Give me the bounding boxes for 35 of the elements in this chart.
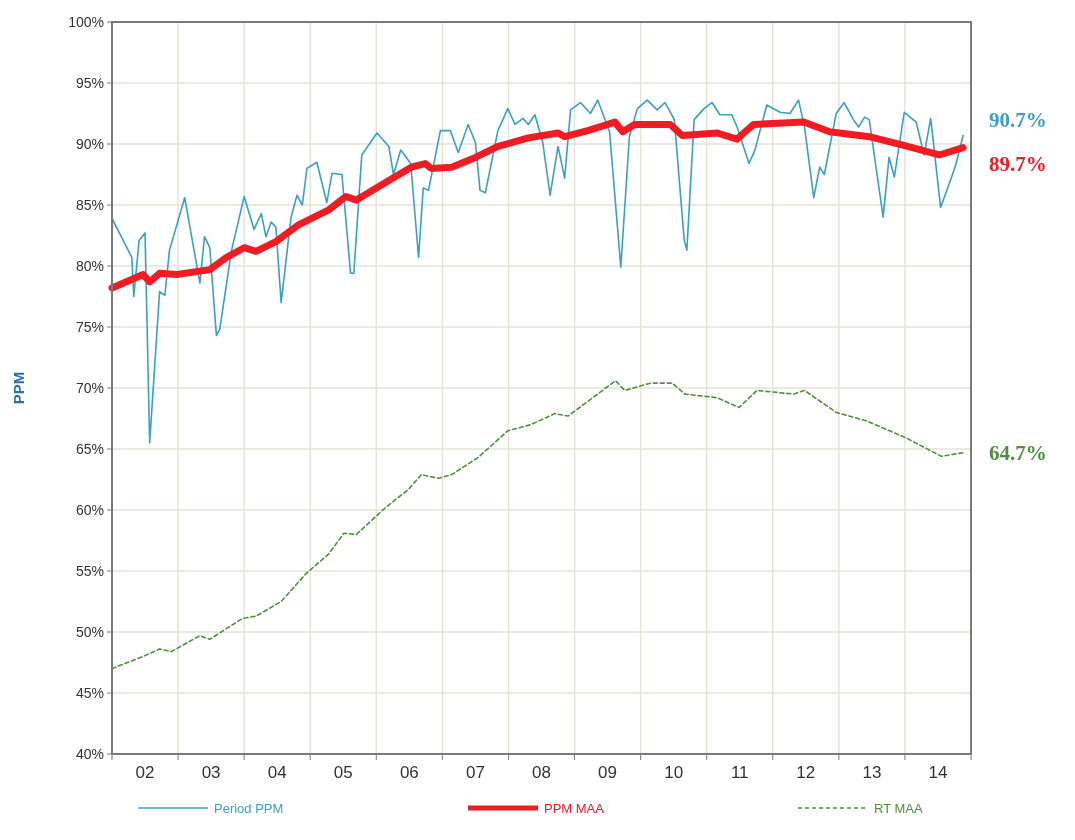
- data-label: 90.7%: [989, 107, 1047, 132]
- y-tick-label: 85%: [75, 196, 104, 213]
- y-tick-label: 75%: [75, 318, 104, 335]
- x-tick-label: 08: [532, 763, 551, 782]
- y-tick-label: 80%: [75, 257, 104, 274]
- y-tick-label: 60%: [75, 501, 104, 518]
- x-tick-label: 11: [730, 763, 749, 782]
- y-axis-title: PPM: [10, 371, 27, 405]
- y-tick-label: 90%: [75, 135, 104, 152]
- x-tick-label: 14: [928, 763, 948, 782]
- x-tick-label: 10: [664, 763, 684, 782]
- x-tick-label: 04: [267, 763, 287, 782]
- y-tick-label: 50%: [75, 623, 104, 640]
- y-tick-label: 65%: [75, 440, 104, 457]
- x-tick-label: 05: [333, 763, 353, 782]
- data-label: 89.7%: [989, 151, 1047, 176]
- x-tick-label: 09: [598, 763, 618, 782]
- text: Period PPM: [214, 800, 284, 816]
- x-tick-label: 13: [862, 763, 882, 782]
- y-tick-label: 40%: [75, 745, 104, 762]
- line-series: [111, 379, 964, 670]
- y-tick-label: 45%: [75, 684, 104, 701]
- y-tick-label: 95%: [75, 74, 104, 91]
- y-tick-label: 100%: [68, 13, 104, 30]
- x-tick-label: 07: [465, 763, 485, 782]
- x-tick-label: 03: [201, 763, 221, 782]
- text: PPM MAA: [544, 800, 605, 816]
- y-tick-label: 55%: [75, 562, 104, 579]
- text: RT MAA: [874, 800, 923, 816]
- x-tick-label: 06: [399, 763, 419, 782]
- x-tick-label: 02: [135, 763, 155, 782]
- line-series: [111, 99, 964, 444]
- x-tick-label: 12: [796, 763, 816, 782]
- y-tick-label: 70%: [75, 379, 104, 396]
- data-label: 64.7%: [989, 441, 1047, 466]
